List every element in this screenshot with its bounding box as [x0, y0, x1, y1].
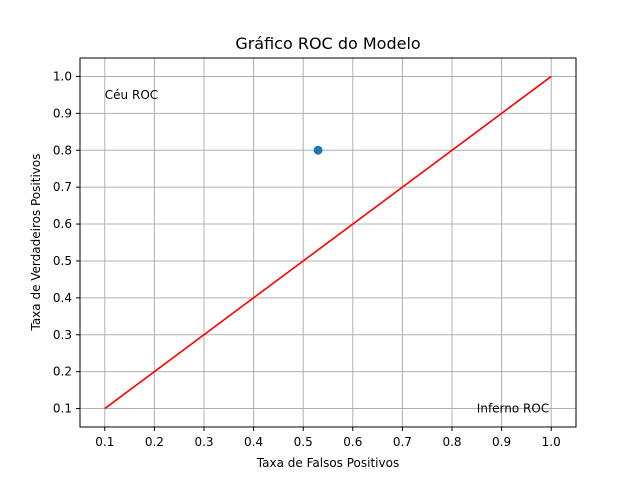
- x-tick-label: 0.8: [442, 435, 461, 449]
- plot-frame: [79, 57, 577, 428]
- x-tick-label: 0.5: [294, 435, 313, 449]
- x-tick-label: 1.0: [542, 435, 561, 449]
- annotation-layer: Céu ROC Inferno ROC: [105, 88, 549, 416]
- chart-title: Gráfico ROC do Modelo: [235, 34, 420, 53]
- y-tick-label: 0.5: [53, 254, 72, 268]
- y-tick-label: 0.7: [53, 180, 72, 194]
- y-axis-label: Taxa de Verdadeiros Positivos: [29, 153, 43, 331]
- series-layer: [104, 75, 552, 410]
- y-tick-label: 0.6: [53, 217, 72, 231]
- x-tick-label: 0.7: [393, 435, 412, 449]
- x-tick-label: 0.2: [145, 435, 164, 449]
- y-axis-ticks: 0.1 0.2 0.3 0.4 0.5 0.6 0.7 0.8 0.9 1.0: [53, 69, 80, 416]
- annotation-label: Céu ROC: [105, 88, 158, 102]
- x-tick-label: 0.3: [194, 435, 213, 449]
- y-tick-label: 0.9: [53, 106, 72, 120]
- x-tick-label: 0.1: [95, 435, 114, 449]
- y-tick-label: 0.8: [53, 143, 72, 157]
- model-point: [313, 145, 323, 155]
- x-tick-label: 0.6: [343, 435, 362, 449]
- y-tick-label: 0.1: [53, 402, 72, 416]
- x-tick-label: 0.9: [492, 435, 511, 449]
- y-tick-label: 0.4: [53, 291, 72, 305]
- x-axis-ticks: 0.1 0.2 0.3 0.4 0.5 0.6 0.7 0.8 0.9 1.0: [95, 427, 561, 449]
- grid-layer: [80, 58, 576, 427]
- x-axis-label: Taxa de Falsos Positivos: [256, 456, 399, 470]
- diagonal-line: [104, 75, 552, 410]
- y-tick-label: 0.2: [53, 365, 72, 379]
- y-tick-label: 0.3: [53, 328, 72, 342]
- annotation-label: Inferno ROC: [477, 402, 549, 416]
- y-tick-label: 1.0: [53, 69, 72, 83]
- x-tick-label: 0.4: [244, 435, 263, 449]
